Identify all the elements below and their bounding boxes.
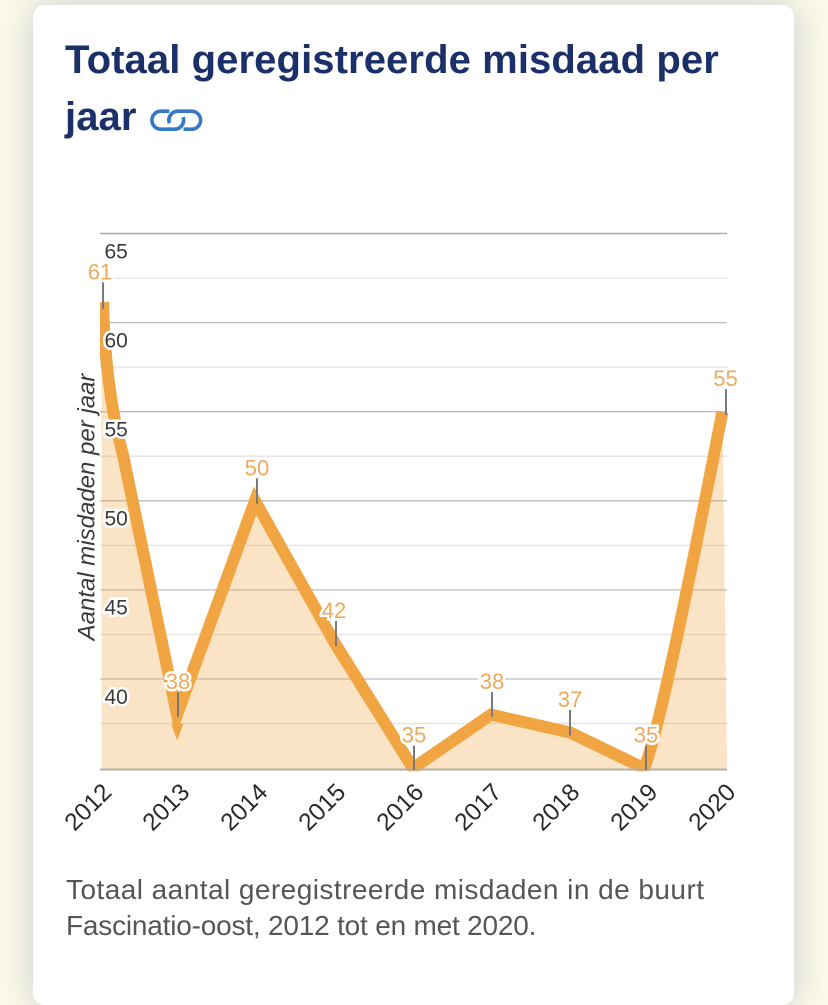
svg-text:50: 50 [105, 508, 128, 531]
svg-text:2016: 2016 [372, 779, 430, 837]
svg-text:55: 55 [105, 419, 128, 442]
svg-text:2012: 2012 [60, 779, 118, 837]
svg-text:2019: 2019 [606, 779, 664, 837]
svg-text:50: 50 [245, 455, 269, 480]
svg-text:61: 61 [88, 259, 112, 284]
svg-text:65: 65 [105, 240, 128, 263]
svg-text:2020: 2020 [684, 779, 742, 837]
svg-text:2014: 2014 [216, 779, 274, 837]
svg-text:2018: 2018 [528, 779, 586, 837]
svg-text:2013: 2013 [138, 779, 196, 837]
svg-text:2017: 2017 [450, 779, 508, 837]
svg-text:2015: 2015 [294, 779, 352, 837]
svg-text:45: 45 [105, 597, 128, 620]
svg-text:35: 35 [634, 723, 658, 748]
svg-text:35: 35 [402, 723, 426, 748]
svg-text:60: 60 [105, 329, 128, 352]
svg-text:55: 55 [713, 366, 737, 391]
svg-text:38: 38 [480, 669, 504, 694]
svg-text:37: 37 [558, 687, 582, 712]
svg-text:40: 40 [105, 686, 128, 709]
svg-text:38: 38 [166, 669, 190, 694]
svg-text:Aantal misdaden per jaar: Aantal misdaden per jaar [74, 373, 101, 643]
svg-text:42: 42 [322, 598, 346, 623]
